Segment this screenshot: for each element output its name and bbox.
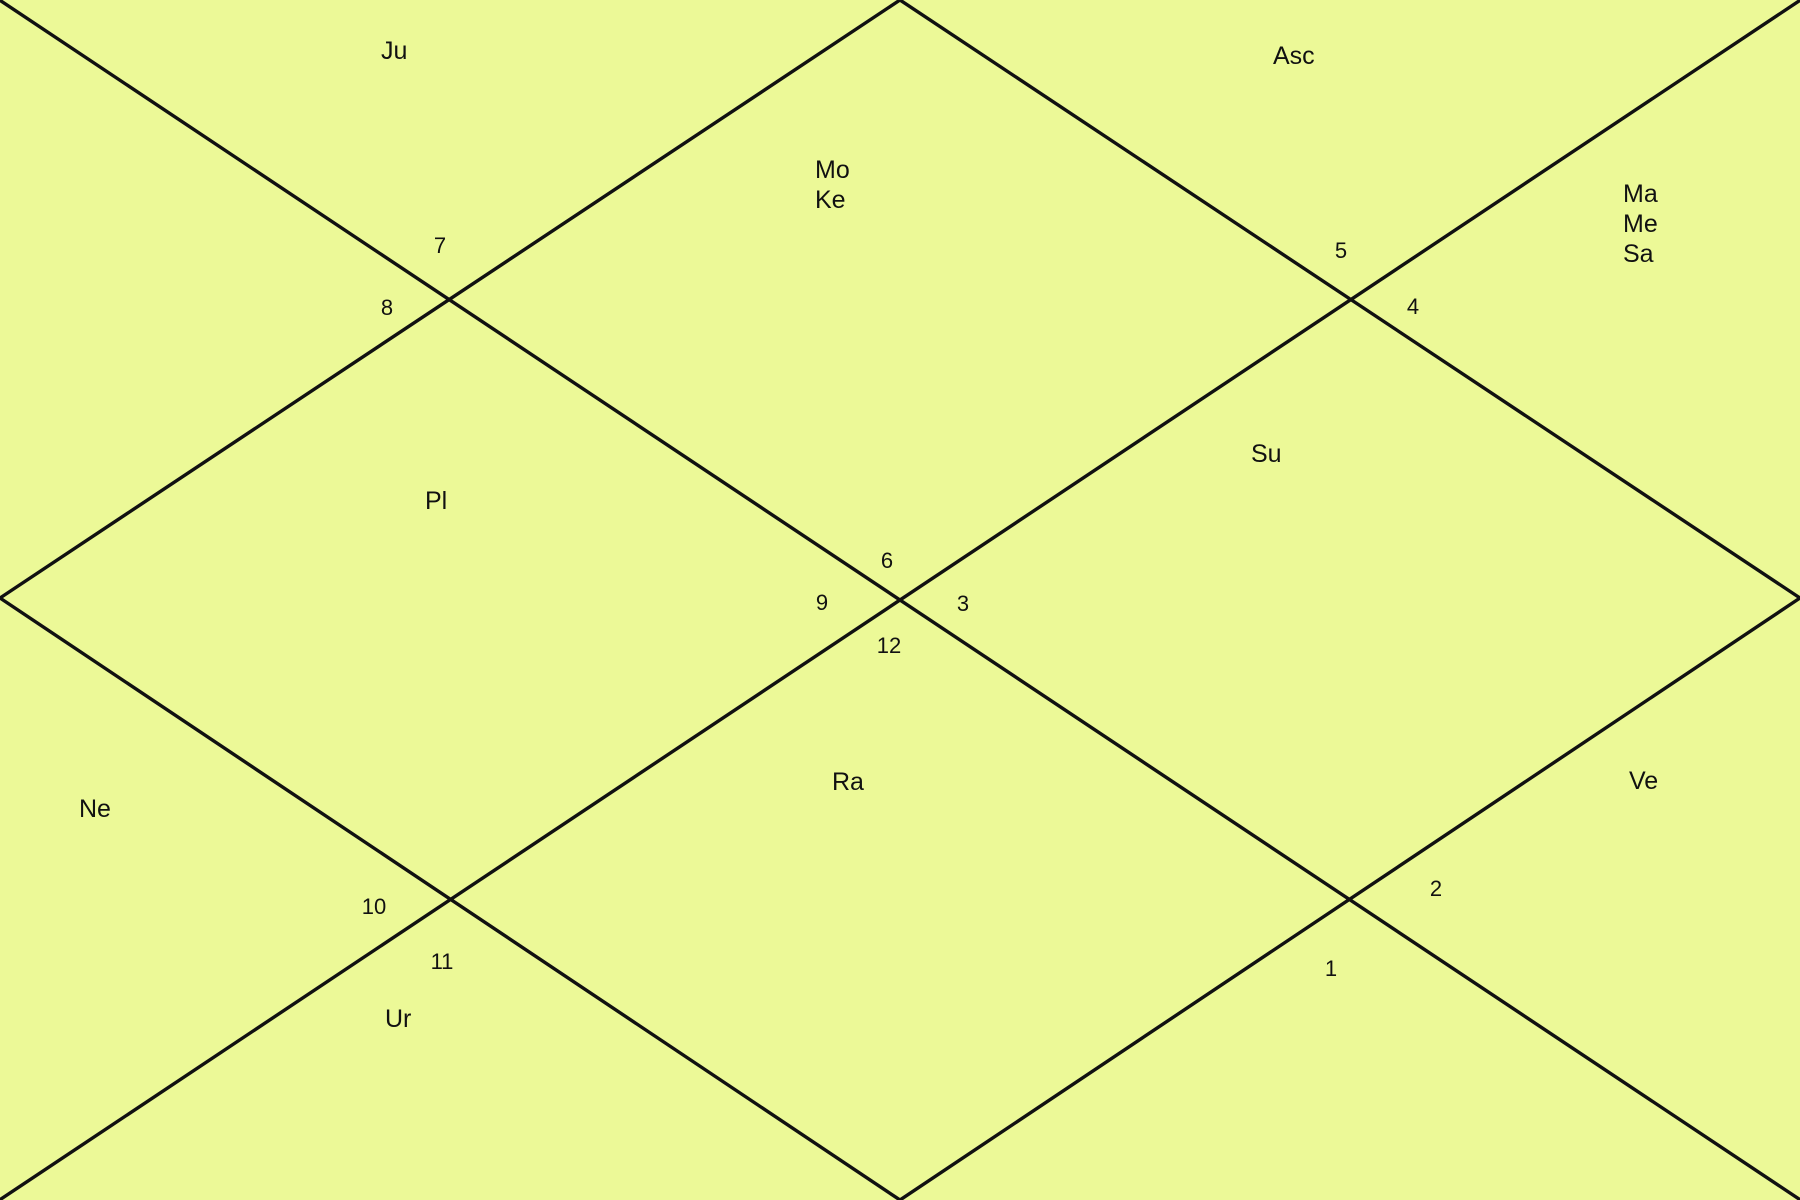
house-number-11: 11: [430, 949, 454, 974]
planet-venus: Ve: [1629, 767, 1659, 795]
house-number-12: 12: [876, 633, 902, 658]
planet-mercury: Me: [1623, 210, 1658, 238]
house-number-4: 4: [1406, 294, 1420, 319]
planet-pluto: Pl: [425, 487, 448, 515]
planet-mars: Ma: [1623, 180, 1658, 208]
house-number-10: 10: [361, 894, 387, 919]
planet-ketu: Ke: [815, 186, 846, 214]
planet-saturn: Sa: [1623, 240, 1654, 268]
planet-group-house-6: Mo Ke: [815, 155, 850, 215]
planet-rahu: Ra: [832, 768, 864, 796]
planet-sun: Su: [1251, 440, 1282, 468]
house-number-9: 9: [815, 590, 829, 615]
house-number-2: 2: [1429, 876, 1443, 901]
planet-neptune: Ne: [79, 795, 111, 823]
house-number-5: 5: [1334, 238, 1348, 263]
house-number-8: 8: [380, 295, 394, 320]
planet-uranus: Ur: [385, 1005, 412, 1033]
house-number-1: 1: [1324, 956, 1338, 981]
house-number-7: 7: [433, 233, 447, 258]
planet-group-house-4: Ma Me Sa: [1623, 179, 1658, 269]
planet-jupiter: Ju: [381, 37, 408, 65]
house-number-6: 6: [880, 548, 894, 573]
house-number-3: 3: [956, 591, 970, 616]
ascendant-label: Asc: [1273, 42, 1315, 70]
planet-moon: Mo: [815, 156, 850, 184]
